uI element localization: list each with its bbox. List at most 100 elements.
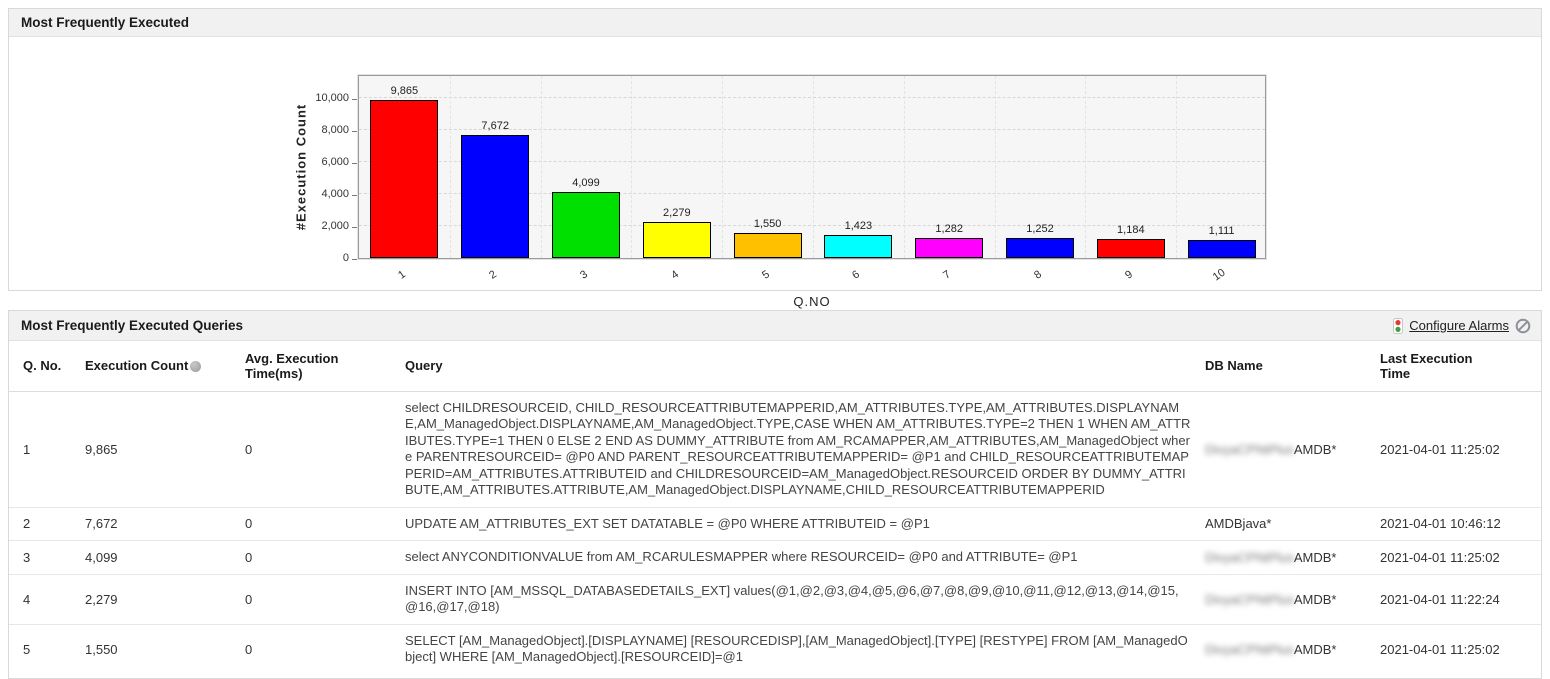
y-gridline [359,193,1265,194]
cell-query: select CHILDRESOURCEID, CHILD_RESOURCEAT… [405,399,1191,498]
bar-q4[interactable] [642,221,711,258]
db-name-visible: AMDB* [1293,549,1337,565]
cell-last-execution-time: 2021-04-01 11:22:24 [1380,591,1500,607]
sort-ball-icon[interactable] [190,361,202,373]
prohibition-icon[interactable] [1515,318,1531,334]
bar-value-label: 7,672 [481,120,509,133]
db-name-visible: AMDB* [1293,641,1337,657]
table-panel-titlebar: Most Frequently Executed Queries Configu… [9,311,1541,341]
x-tick-label: 3 [578,268,591,282]
traffic-light-icon[interactable] [1393,317,1404,334]
configure-alarms-link[interactable]: Configure Alarms [1409,318,1509,333]
queries-table: Q. No. Execution Count Avg. Execution Ti… [9,341,1541,674]
cell-last-execution-time: 2021-04-01 11:25:02 [1380,549,1500,565]
x-gridline [1085,76,1087,258]
bar-q9[interactable] [1096,239,1165,258]
bar-value-label: 1,111 [1208,225,1235,238]
cell-execution-count: 1,550 [85,641,118,657]
db-name-visible: AMDB* [1293,591,1337,607]
x-gridline [449,76,451,258]
y-tick-mark [352,227,357,228]
x-tick-label: 10 [1210,266,1228,284]
bar-value-label: 1,423 [844,220,873,233]
bar-q2[interactable] [461,135,530,258]
bar-q7[interactable] [915,237,984,258]
cell-qno: 2 [23,516,31,532]
header-execution-count[interactable]: Execution Count [79,341,239,391]
cell-query: select ANYCONDITIONVALUE from AM_RCARULE… [405,549,1078,564]
cell-db-name: DivyaCPNtPlusAMDB* [1199,391,1374,507]
db-name-redacted: DivyaCPNtPlus [1205,641,1294,657]
cell-qno: 5 [23,641,31,657]
cell-execution-count: 4,099 [85,549,118,565]
bar-q10[interactable] [1187,240,1256,258]
cell-avg-execution-time: 0 [245,591,253,607]
y-tick-mark [352,131,357,132]
cell-db-name: DivyaCPNtPlusAMDB* [1199,624,1374,674]
cell-avg-execution-time: 0 [245,549,253,565]
bar-value-label: 4,099 [572,177,600,190]
bar-q1[interactable] [370,100,439,258]
cell-execution-count: 2,279 [85,591,118,607]
x-gridline [813,76,814,258]
x-tick-label: 6 [850,268,863,282]
cell-db-name: DivyaCPNtPlusAMDB* [1199,541,1374,575]
x-gridline [722,76,724,258]
cell-avg-execution-time: 0 [245,641,253,657]
bar-value-label: 9,865 [390,85,419,98]
y-gridline [359,129,1265,130]
bar-value-label: 1,252 [1026,222,1054,235]
y-tick-label: 0 [342,252,349,264]
cell-execution-count: 7,672 [85,516,118,532]
bar-q8[interactable] [1006,237,1074,258]
header-last-execution-time: Last Execution Time [1380,350,1473,381]
chart-panel-title: Most Frequently Executed [21,15,190,30]
cell-query: UPDATE AM_ATTRIBUTES_EXT SET DATATABLE =… [405,515,930,531]
cell-qno: 4 [23,591,31,607]
cell-db-name: DivyaCPNtPlusAMDB* [1199,574,1374,624]
db-name-redacted: DivyaCPNtPlus [1205,591,1294,607]
bar-q5[interactable] [733,233,802,258]
y-gridline [359,97,1265,98]
x-gridline [903,76,905,258]
cell-last-execution-time: 2021-04-01 11:25:02 [1380,641,1500,657]
cell-db-name: AMDBjava* [1199,507,1374,541]
most-frequently-executed-panel: Most Frequently Executed #Execution Coun… [8,8,1542,309]
x-tick-label: 8 [1032,268,1045,282]
y-tick-mark [352,195,357,196]
bar-q6[interactable] [824,235,893,258]
cell-qno: 3 [23,549,31,565]
db-name-visible: AMDBjava* [1205,516,1272,532]
header-db-name: DB Name [1205,358,1263,374]
bar-q3[interactable] [552,192,620,258]
x-tick-label: 7 [941,268,954,282]
x-tick-label: 1 [396,268,409,282]
y-gridline [359,225,1265,226]
cell-avg-execution-time: 0 [245,441,253,457]
db-name-visible: AMDB* [1293,441,1337,457]
header-query: Query [405,358,443,374]
table-panel-title: Most Frequently Executed Queries [21,318,244,333]
y-tick-label: 10,000 [315,92,349,104]
table-header-row: Q. No. Execution Count Avg. Execution Ti… [9,341,1541,391]
x-gridline [1176,76,1178,258]
header-qno: Q. No. [23,358,62,374]
bar-value-label: 1,282 [935,222,963,235]
x-tick-label: 5 [759,268,772,282]
y-tick-mark [352,163,357,164]
cell-query: INSERT INTO [AM_MSSQL_DATABASEDETAILS_EX… [405,582,1179,615]
table-row: 3 4,099 0 select ANYCONDITIONVALUE from … [9,540,1541,575]
cell-avg-execution-time: 0 [245,516,253,532]
most-frequently-executed-queries-panel: Most Frequently Executed Queries Configu… [8,310,1542,679]
chart-plot-area: 9,865 7,672 4,099 2,279 1,550 1,423 1,282 1,252… [357,74,1267,260]
cell-last-execution-time: 2021-04-01 10:46:12 [1380,516,1501,532]
table-row: 4 2,279 0 INSERT INTO [AM_MSSQL_DATABASE… [9,574,1541,624]
header-avg-execution-time: Avg. Execution Time(ms) [245,350,339,381]
table-row: 5 1,550 0 SELECT [AM_ManagedObject].[DIS… [9,624,1541,674]
db-name-redacted: DivyaCPNtPlus [1205,549,1294,565]
bar-value-label: 1,184 [1117,224,1145,237]
cell-last-execution-time: 2021-04-01 11:25:02 [1380,441,1500,457]
y-tick-mark [352,99,357,100]
chart-panel-titlebar: Most Frequently Executed [9,9,1541,37]
bar-value-label: 2,279 [663,206,691,219]
